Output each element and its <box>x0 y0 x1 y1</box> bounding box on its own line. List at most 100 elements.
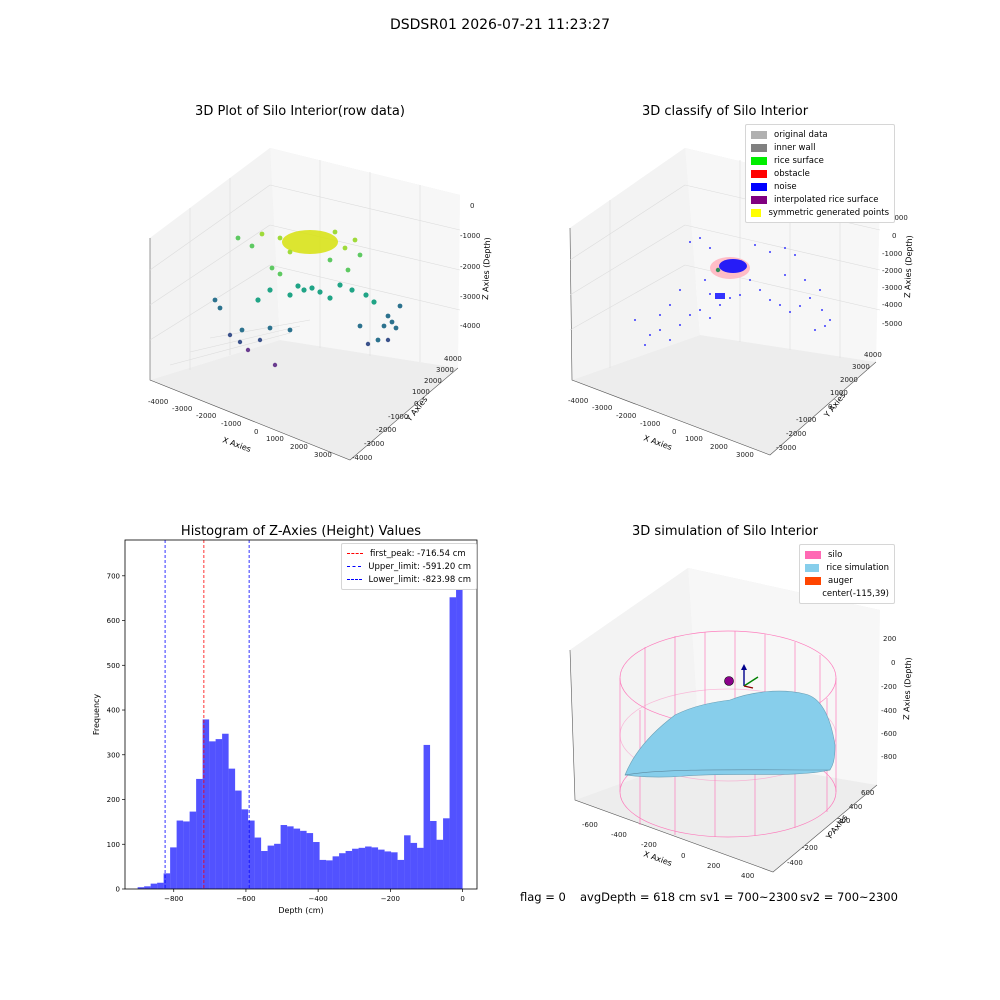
x-tick-label: −600 <box>236 895 255 903</box>
histogram-legend: first_peak: -716.54 cm Upper_limit: -591… <box>341 543 477 590</box>
simulation-3d-plot: -600 -400 -200 0 200 400 X Axies -400 -2… <box>569 568 913 880</box>
histogram-bar <box>280 825 288 889</box>
x-tick: 2000 <box>710 443 728 451</box>
histogram-y-ticks: 0 100 200 300 400 500 600 700 <box>107 572 125 894</box>
legend-line <box>347 553 363 554</box>
histogram-bar <box>436 839 444 889</box>
legend-label: interpolated rice surface <box>774 194 879 205</box>
classify-point-cloud <box>634 237 831 346</box>
y-tick: 1000 <box>412 388 430 396</box>
legend-entry-obstacle: obstacle <box>751 167 889 180</box>
legend-entry-noise: noise <box>751 180 889 193</box>
y-tick: -2000 <box>376 426 396 434</box>
legend-label: symmetric generated points <box>768 207 889 218</box>
histogram-bar <box>326 860 333 889</box>
y-tick: -3000 <box>364 440 384 448</box>
histogram-bar <box>170 847 177 889</box>
y-tick-label: 400 <box>107 707 120 715</box>
z-tick: 0 <box>892 232 896 240</box>
status-sv1: sv1 = 700~2300 <box>700 890 798 904</box>
x-tick: -4000 <box>148 398 168 406</box>
y-tick: 2000 <box>424 377 442 385</box>
simulation-x-ticks: -600 -400 -200 0 200 400 <box>582 821 754 880</box>
histogram-bar <box>306 833 314 889</box>
histogram-bar <box>319 859 327 889</box>
z-tick: -5000 <box>882 320 902 328</box>
x-tick: 3000 <box>314 451 332 459</box>
legend-label: rice surface <box>774 155 824 166</box>
z-tick: -200 <box>881 683 897 691</box>
legend-entry-first-peak: first_peak: -716.54 cm <box>347 547 471 560</box>
simulation-z-ticks: 200 0 -200 -400 -600 -800 <box>881 635 897 761</box>
y-tick: 0 <box>414 400 418 408</box>
legend-line <box>347 566 362 567</box>
histogram-bar <box>222 733 229 889</box>
classify-legend: original data inner wall rice surface ob… <box>745 124 895 223</box>
legend-swatch <box>805 576 821 585</box>
y-tick: -2000 <box>786 430 806 438</box>
histogram-chart: −800 −600 −400 −200 0 0 100 200 300 400 500 600 700… <box>92 539 478 915</box>
histogram-bar <box>456 555 463 889</box>
z-tick: 0 <box>470 202 474 210</box>
legend-entry-inner-wall: inner wall <box>751 141 889 154</box>
legend-label: silo <box>828 549 843 560</box>
histogram-bar <box>378 849 385 889</box>
legend-label: inner wall <box>774 142 816 153</box>
z-tick: -3000 <box>882 284 902 292</box>
legend-swatch <box>751 195 767 204</box>
y-tick: 200 <box>837 817 850 825</box>
legend-label: obstacle <box>774 168 810 179</box>
x-tick: 0 <box>254 428 258 436</box>
y-tick: -1000 <box>796 416 816 424</box>
legend-swatch <box>751 169 767 178</box>
legend-label: center(-115,39) <box>822 588 889 599</box>
histogram-bar <box>202 719 210 889</box>
z-tick: -4000 <box>460 322 480 330</box>
x-tick-label: −200 <box>381 895 400 903</box>
x-tick: -3000 <box>172 405 192 413</box>
histogram-bar <box>293 828 301 889</box>
z-tick: 200 <box>883 635 896 643</box>
raw-3d-plot: -4000 -3000 -2000 -1000 0 1000 2000 3000… <box>148 148 492 462</box>
histogram-bar <box>150 883 158 889</box>
histogram-bar <box>176 820 184 889</box>
x-tick: 2000 <box>290 443 308 451</box>
x-tick: -600 <box>582 821 598 829</box>
y-tick: 1000 <box>830 389 848 397</box>
histogram-bar <box>183 821 190 889</box>
z-tick: -3000 <box>460 293 480 301</box>
histogram-bar <box>144 886 151 889</box>
legend-line <box>347 579 362 580</box>
classify-x-label: X Axies <box>642 433 673 452</box>
z-tick: -1000 <box>460 232 480 240</box>
legend-swatch <box>751 156 767 165</box>
legend-label: Lower_limit: -823.98 cm <box>368 574 471 585</box>
histogram-bar <box>300 830 307 889</box>
legend-swatch <box>751 130 767 139</box>
y-tick-label: 300 <box>107 751 120 759</box>
y-tick: 4000 <box>864 351 882 359</box>
y-tick: 400 <box>849 803 862 811</box>
histogram-frame <box>124 539 478 890</box>
y-tick: -200 <box>802 844 818 852</box>
simulation-y-ticks: -400 -200 0 200 400 600 <box>787 789 874 867</box>
x-tick: 3000 <box>736 451 754 459</box>
legend-entry-original-data: original data <box>751 128 889 141</box>
histogram-title: Histogram of Z-Axies (Height) Values <box>180 524 422 539</box>
x-tick-label: −800 <box>164 895 183 903</box>
raw-y-ticks: -4000 -3000 -2000 -1000 0 1000 2000 3000… <box>352 355 462 462</box>
y-tick-label: 600 <box>107 617 120 625</box>
histogram-bar <box>339 853 346 889</box>
legend-label: first_peak: -716.54 cm <box>370 548 466 559</box>
legend-label: Upper_limit: -591.20 cm <box>368 561 471 572</box>
legend-entry-interpolated: interpolated rice surface <box>751 193 889 206</box>
classify-y-ticks: -3000 -2000 -1000 0 1000 2000 3000 4000 <box>776 351 882 452</box>
histogram-bar <box>209 741 216 889</box>
histogram-bar <box>261 850 268 889</box>
z-tick: -1000 <box>882 250 902 258</box>
x-tick: 1000 <box>266 435 284 443</box>
z-tick: -2000 <box>460 263 480 271</box>
histogram-bar <box>391 852 398 889</box>
simulation-plot-title: 3D simulation of Silo Interior <box>632 524 818 539</box>
histogram-bar <box>371 847 379 889</box>
